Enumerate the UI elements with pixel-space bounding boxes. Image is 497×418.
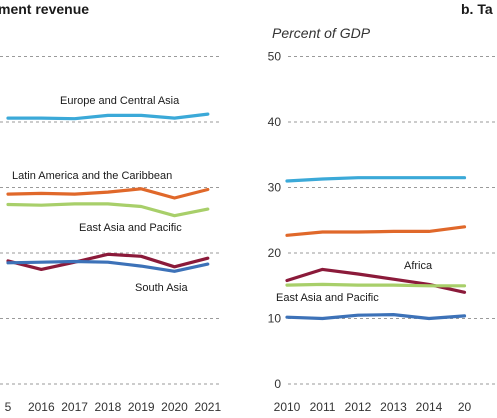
series-label-latin-america-and-the-caribbean: Latin America and the Caribbean: [12, 170, 172, 182]
x-tick-label: 2014: [416, 400, 443, 414]
series-line-0-3: [6, 252, 210, 271]
x-tick-label: 2012: [345, 400, 372, 414]
panel-b-y-axis-label: Percent of GDP: [272, 25, 371, 41]
series-line-europe-and-central-asia: [6, 112, 210, 121]
x-tick-label: 2010: [274, 400, 301, 414]
series-label-east-asia-and-pacific: East Asia and Pacific: [79, 222, 182, 234]
series-label-east-asia-and-pacific: East Asia and Pacific: [276, 292, 379, 304]
x-tick-label: 2018: [95, 400, 122, 414]
series-line-1-4: [285, 313, 467, 321]
x-tick-label: 20: [458, 400, 472, 414]
series-label-europe-and-central-asia: Europe and Central Asia: [60, 95, 180, 107]
x-tick-label: 2013: [380, 400, 407, 414]
y-tick-label: 10: [268, 312, 282, 326]
series-line-1-0: [285, 176, 467, 183]
panel-b-title: b. Ta: [461, 1, 493, 17]
series-line-africa: [285, 267, 467, 294]
panel-a: 5 2016 2017 2018 2019 2020 2021 Europe and Cent…: [0, 56, 222, 414]
series-line-latin-america-and-the-caribbean: [6, 187, 210, 200]
x-tick-label: 2016: [28, 400, 55, 414]
y-tick-label: 50: [268, 50, 282, 64]
series-line-south-asia: [6, 259, 210, 273]
panel-b: 0 10 20 30 40 50 2010 2011 2012 2013 2014 20 Africa E…: [268, 50, 497, 414]
series-line-east-asia-and-pacific: [6, 202, 210, 218]
series-label-africa: Africa: [404, 260, 433, 272]
series-label-south-asia: South Asia: [135, 282, 188, 294]
y-tick-label: 20: [268, 246, 282, 260]
x-tick-label: 2021: [194, 400, 221, 414]
x-tick-label: 2020: [161, 400, 188, 414]
x-tick-label: 2011: [310, 400, 336, 414]
y-tick-label: 30: [268, 181, 282, 195]
y-tick-label: 0: [274, 377, 281, 391]
series-line-east-asia-and-pacific: [285, 282, 467, 288]
x-tick-label: 2017: [61, 400, 88, 414]
series-line-1-1: [285, 225, 467, 237]
x-tick-label: 2019: [128, 400, 155, 414]
y-tick-label: 40: [268, 115, 282, 129]
x-tick-label: 5: [5, 400, 12, 414]
panel-a-title: ment revenue: [0, 1, 90, 17]
